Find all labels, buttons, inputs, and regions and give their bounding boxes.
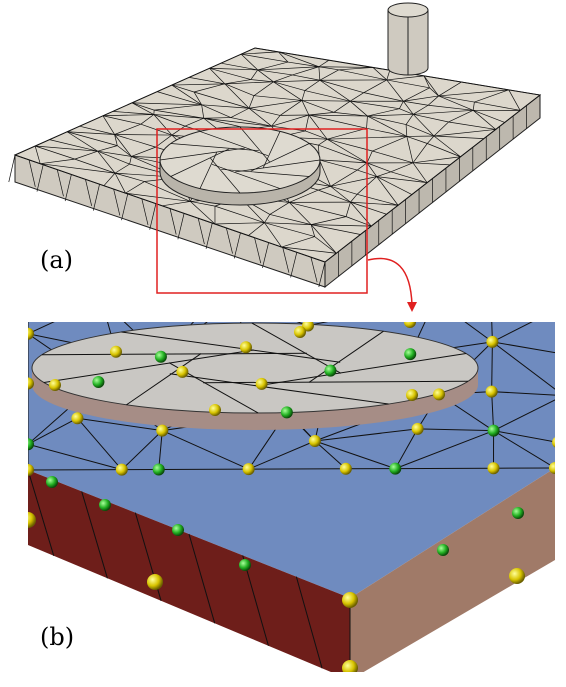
mesh-node [22, 378, 34, 390]
mesh-node [486, 386, 498, 398]
mesh-node [342, 660, 358, 676]
mesh-node [22, 464, 34, 476]
cylinder-top [388, 3, 428, 17]
mesh-node [562, 349, 566, 361]
panel-b [20, 300, 566, 680]
mesh-edge [308, 300, 435, 326]
mesh-node [153, 464, 165, 476]
figure: (a) (b) [0, 0, 566, 687]
mesh-node [406, 389, 418, 401]
mesh-node [256, 378, 268, 390]
mesh-node [486, 336, 498, 348]
panel-a: (a) [9, 3, 540, 312]
mesh-node [294, 326, 306, 338]
mesh-node [22, 328, 34, 340]
mesh-node [156, 425, 168, 437]
mesh-node [433, 388, 445, 400]
mesh-node [558, 390, 566, 402]
mesh-node [488, 462, 500, 474]
mesh-node [389, 463, 401, 475]
mesh-node [46, 476, 58, 488]
mesh-node [324, 365, 336, 377]
mesh-node [99, 499, 111, 511]
mesh-node [404, 316, 416, 328]
panel-label: (a) [40, 246, 73, 274]
mesh-node [110, 346, 122, 358]
mesh-node [437, 544, 449, 556]
mesh-edge [555, 442, 558, 468]
mesh-node [239, 559, 251, 571]
mesh-node [281, 406, 293, 418]
mesh-node [22, 438, 34, 450]
zoom-arrow [368, 258, 412, 305]
mesh-node [172, 524, 184, 536]
disc-top [160, 127, 320, 193]
mesh-edge [236, 300, 308, 326]
mesh-node [49, 379, 61, 391]
mesh-node [342, 592, 358, 608]
mesh-node [404, 348, 416, 360]
mesh-node [512, 507, 524, 519]
mesh-node [412, 423, 424, 435]
mesh-node [20, 512, 36, 528]
mesh-node [147, 574, 163, 590]
mesh-node [309, 435, 321, 447]
arrow-head [407, 302, 417, 312]
mesh-edge [308, 300, 329, 326]
mesh-node [240, 341, 252, 353]
mesh-node [509, 568, 525, 584]
mesh-edge [9, 155, 15, 182]
panel-label: (b) [40, 623, 74, 651]
mesh-node [340, 463, 352, 475]
mesh-node [209, 404, 221, 416]
mesh-node [549, 462, 561, 474]
mesh-node [488, 425, 500, 437]
mesh-node [71, 412, 83, 424]
mesh-node [155, 351, 167, 363]
mesh-node [116, 464, 128, 476]
mesh-edge [558, 396, 564, 443]
mesh-node [243, 463, 255, 475]
mesh-node [552, 436, 564, 448]
mesh-node [176, 366, 188, 378]
mesh-node [92, 376, 104, 388]
